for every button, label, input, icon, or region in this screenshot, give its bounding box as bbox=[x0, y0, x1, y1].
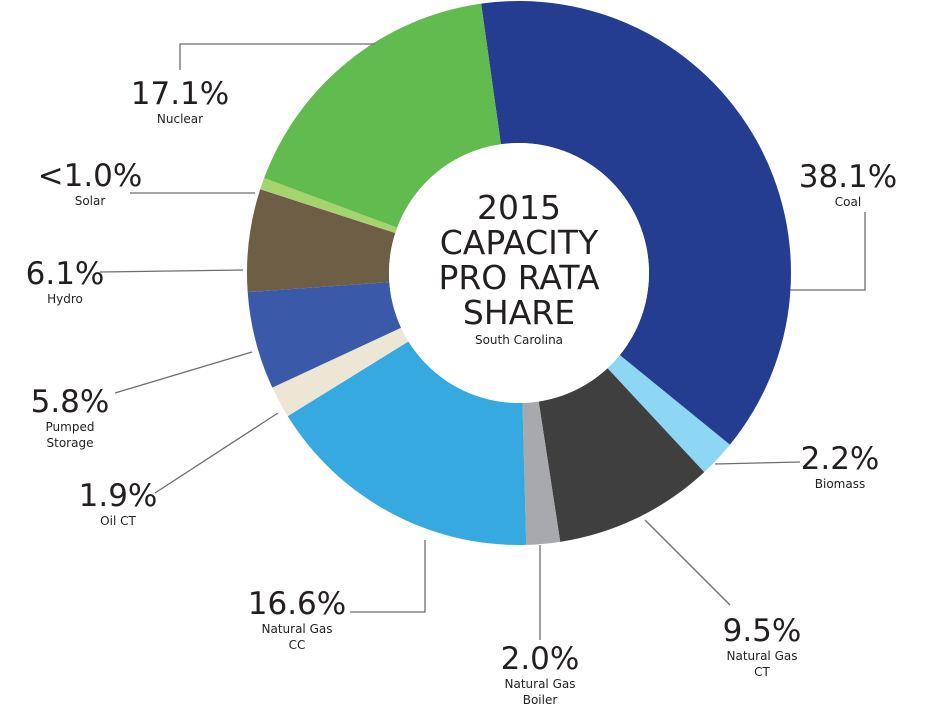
value-label: <1.0% bbox=[37, 158, 143, 194]
subtitle: South Carolina bbox=[474, 333, 564, 347]
value-label: 5.8% bbox=[30, 384, 110, 420]
value-label: 2.0% bbox=[500, 641, 580, 677]
donut-slice bbox=[264, 3, 501, 228]
slice-label: 2.0% Natural Gas Boiler bbox=[495, 642, 585, 708]
donut-slice bbox=[538, 368, 705, 542]
category-label: Solar bbox=[74, 194, 106, 208]
leader-line bbox=[154, 412, 279, 494]
title-line: PRO RATA bbox=[438, 258, 600, 297]
slice-label: 9.5% Natural Gas CT bbox=[717, 614, 807, 680]
value-label: 38.1% bbox=[798, 159, 898, 195]
slice-label: 38.1% Coal bbox=[799, 160, 897, 210]
leader-line bbox=[644, 519, 731, 606]
leader-line bbox=[114, 351, 253, 394]
donut-slice bbox=[287, 341, 527, 545]
value-label: 1.9% bbox=[78, 478, 158, 514]
title-line: CAPACITY bbox=[439, 223, 599, 262]
center-hole bbox=[389, 143, 649, 403]
donut-slice bbox=[607, 355, 730, 473]
category-label: Hydro bbox=[47, 292, 83, 306]
slice-label: 1.9% Oil CT bbox=[79, 479, 158, 529]
value-label: 9.5% bbox=[722, 613, 802, 649]
donut-slice bbox=[272, 327, 409, 417]
slice-label: 17.1% Nuclear bbox=[131, 77, 229, 127]
slice-label: 16.6% Natural Gas CC bbox=[248, 587, 346, 653]
donut-slice bbox=[247, 282, 402, 388]
leader-line bbox=[179, 43, 375, 70]
category-label: Nuclear bbox=[156, 112, 204, 126]
value-label: 17.1% bbox=[130, 76, 230, 112]
value-label: 16.6% bbox=[247, 586, 347, 622]
donut-slice bbox=[522, 401, 561, 545]
category-label: Pumped Storage bbox=[45, 420, 95, 450]
title-line: 2015 bbox=[477, 188, 561, 227]
category-label: Natural Gas CC bbox=[261, 622, 333, 652]
value-label: 6.1% bbox=[25, 256, 105, 292]
donut-slice bbox=[260, 178, 398, 234]
value-label: 2.2% bbox=[800, 441, 880, 477]
slice-label: 6.1% Hydro bbox=[26, 257, 105, 307]
category-label: Natural Gas Boiler bbox=[504, 677, 576, 707]
leader-line bbox=[99, 269, 244, 273]
title-line: SHARE bbox=[462, 293, 576, 332]
leader-line bbox=[714, 461, 801, 465]
leader-line bbox=[350, 540, 426, 613]
category-label: Oil CT bbox=[100, 514, 136, 528]
category-label: Natural Gas CT bbox=[726, 649, 798, 679]
slice-label: 5.8% Pumped Storage bbox=[25, 385, 115, 451]
center-title: 2015 CAPACITY PRO RATA SHARE South Carolina bbox=[438, 190, 599, 348]
donut-slice bbox=[247, 189, 396, 293]
slice-label: 2.2% Biomass bbox=[801, 442, 880, 492]
leader-line bbox=[790, 212, 866, 291]
category-label: Biomass bbox=[814, 477, 866, 491]
category-label: Coal bbox=[834, 195, 862, 209]
slice-label: <1.0% Solar bbox=[38, 159, 143, 209]
donut-slice bbox=[481, 1, 791, 445]
